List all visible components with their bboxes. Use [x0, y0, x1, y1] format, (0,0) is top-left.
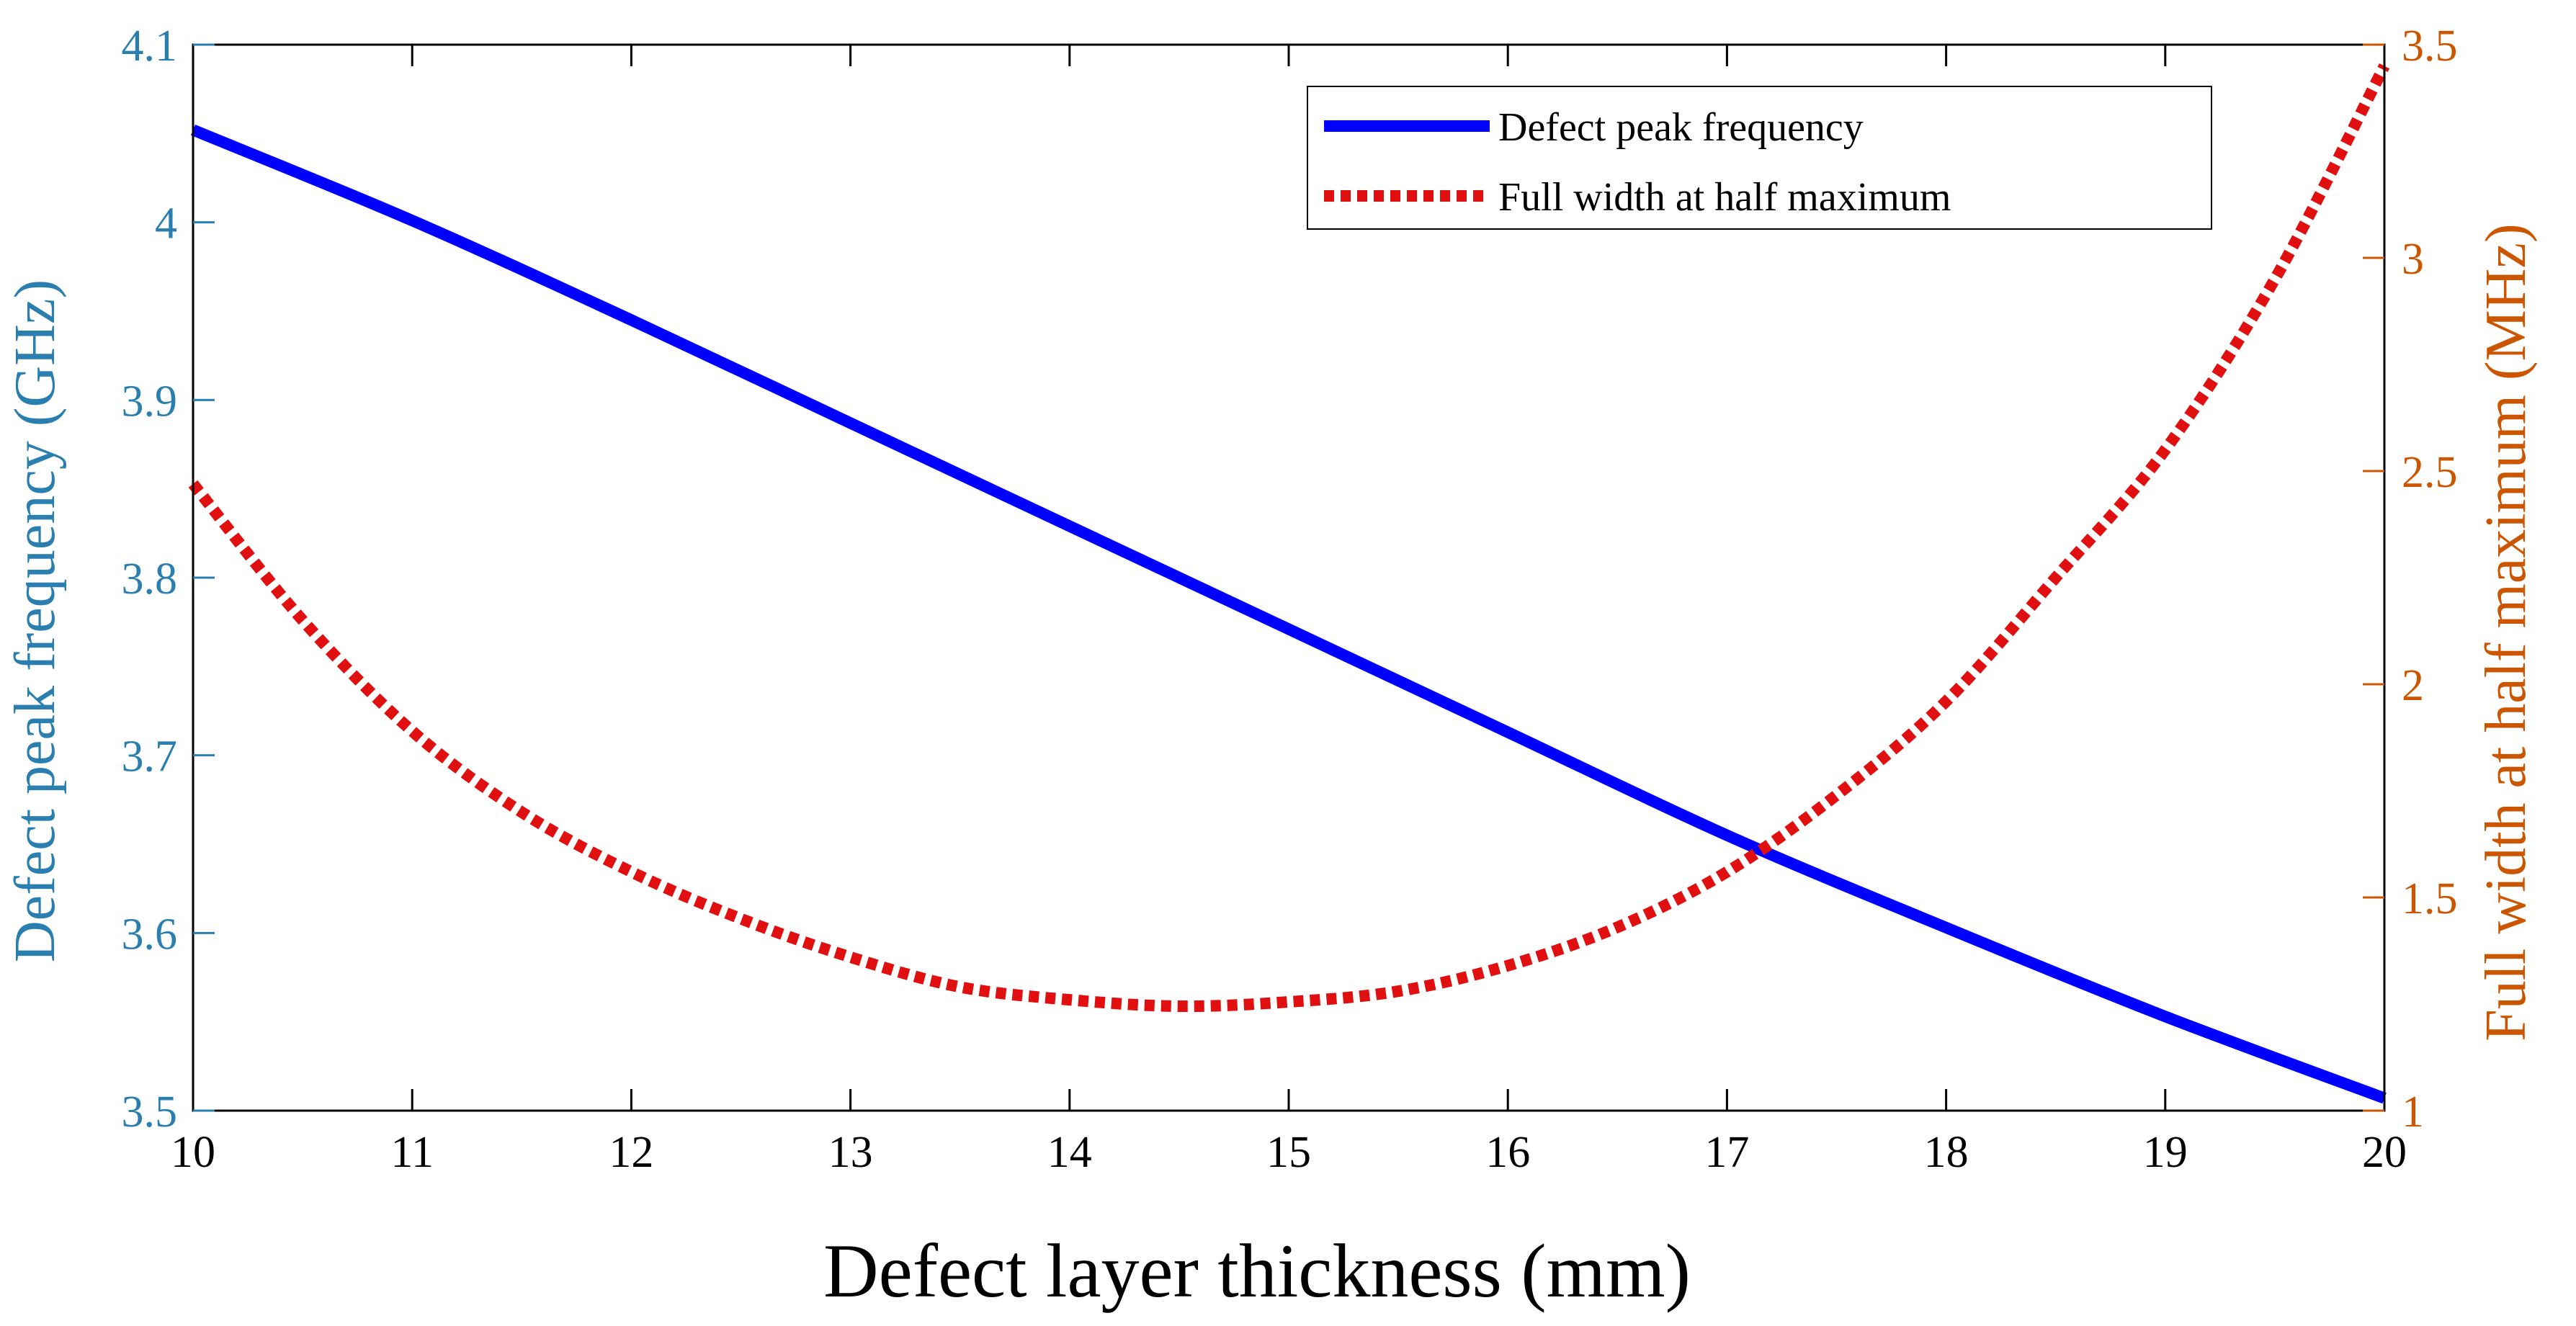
x-tick-label: 10 [171, 1128, 215, 1177]
x-tick-label: 14 [1047, 1128, 1092, 1177]
left-y-tick-label: 3.7 [122, 733, 178, 781]
right-y-tick-label: 3 [2402, 235, 2424, 284]
x-tick-label: 19 [2143, 1128, 2188, 1177]
series-layer [188, 63, 2390, 1104]
x-tick-label: 13 [828, 1128, 873, 1177]
legend: Defect peak frequency Full width at half… [1307, 86, 2212, 230]
x-tick-label: 12 [609, 1128, 653, 1177]
left-y-tick-label: 4.1 [122, 22, 178, 71]
left-y-tick-label: 4 [155, 200, 177, 248]
right-y-axis-label: Full width at half maximum (MHz) [2474, 223, 2538, 1041]
left-y-tick-label: 3.9 [122, 377, 178, 426]
series-line-defect-peak-frequency [190, 125, 2387, 1104]
right-y-tick-label: 3.5 [2402, 22, 2458, 71]
right-y-tick-label: 2 [2402, 661, 2424, 710]
x-axis-label: Defect layer thickness (mm) [823, 1229, 1691, 1313]
ticks-layer: 10 11 12 13 14 15 16 17 18 19 203.53.63.73.83.944.… [122, 22, 2458, 1177]
right-y-tick-label: 1.5 [2402, 874, 2458, 923]
x-tick-label: 18 [1924, 1128, 1969, 1177]
right-y-tick-label: 1 [2402, 1088, 2424, 1137]
left-y-axis-label: Defect peak frequency (GHz) [4, 279, 67, 962]
x-tick-label: 15 [1266, 1128, 1311, 1177]
left-y-tick-label: 3.6 [122, 910, 178, 959]
right-y-tick-label: 2.5 [2402, 448, 2458, 497]
legend-label-defect-peak-frequency: Defect peak frequency [1498, 105, 1864, 150]
legend-label-full-width-at-half-maximum: Full width at half maximum [1498, 175, 1951, 220]
x-tick-label: 20 [2362, 1128, 2407, 1177]
left-y-tick-label: 3.5 [122, 1088, 178, 1137]
x-tick-label: 11 [390, 1128, 434, 1177]
series-line-full-width-at-half-maximum [188, 63, 2390, 1013]
x-tick-label: 17 [1704, 1128, 1749, 1177]
legend-box [1307, 86, 2212, 230]
left-y-tick-label: 3.8 [122, 555, 178, 604]
x-tick-label: 16 [1485, 1128, 1530, 1177]
